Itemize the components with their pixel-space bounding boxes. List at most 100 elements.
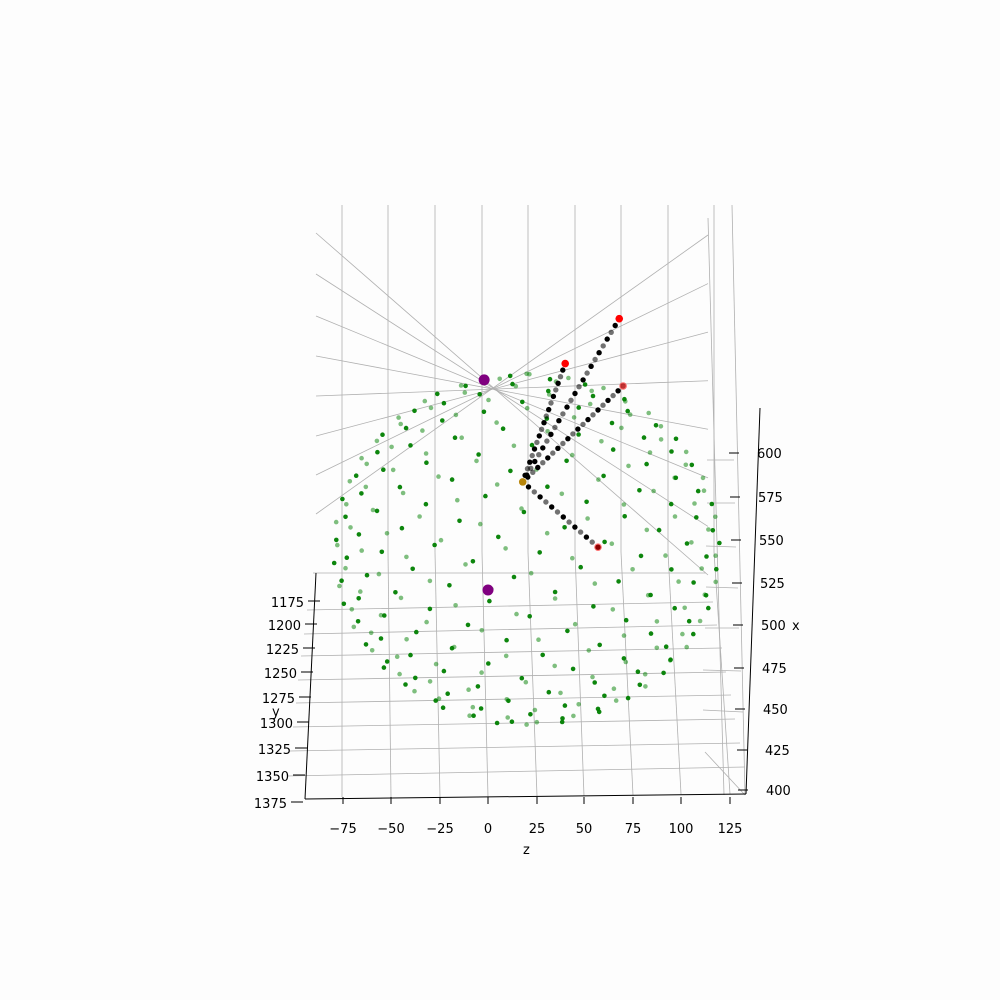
sphere-point [706,527,711,532]
sphere-point [586,648,592,653]
sphere-point [691,580,696,585]
path-point [577,529,584,535]
path-point [549,504,555,510]
z-tick-label: −25 [426,822,453,837]
y-tick-label: 1200 [268,619,301,634]
sphere-point [589,388,594,394]
sphere-point [641,435,647,440]
sphere-point [552,596,558,601]
sphere-point [414,629,419,635]
sphere-point [645,592,651,598]
sphere-point [534,719,540,725]
sphere-point [637,488,642,493]
sphere-point [625,408,630,414]
sphere-point [623,659,629,665]
sphere-point [717,540,722,546]
path-point [612,322,618,329]
sphere-point [540,652,545,658]
sphere-point [397,671,402,677]
sphere-point [545,429,550,434]
sphere-point [621,656,627,661]
sphere-point [686,618,692,624]
sphere-point [521,509,527,515]
sphere-point [449,477,455,482]
sphere-point [537,550,542,555]
path-point [572,524,578,530]
sphere-point [637,682,643,688]
sphere-point [463,383,468,389]
sphere-point [348,525,353,530]
path-point [575,426,581,432]
sphere-point [590,393,596,399]
grid-line [705,545,737,548]
sphere-point [393,590,398,595]
sphere-point [474,458,479,464]
grid-line [527,551,538,797]
x-tick-label: 475 [762,662,787,677]
sphere-point [571,415,577,420]
sphere-point [651,488,656,494]
path-point [605,397,611,404]
path-point [560,514,566,520]
sphere-point [359,491,364,496]
y-axis-label: y [272,705,280,720]
path-point [528,465,534,471]
sphere-point [507,373,513,379]
sphere-point [378,636,384,641]
sphere-point [596,709,602,715]
sphere-point [478,521,483,527]
sphere-point [532,707,538,713]
sphere-point [344,502,349,507]
x-axis-label: x [792,619,800,634]
sphere-point [335,542,340,548]
sphere-point [412,408,417,414]
sphere-point [587,401,593,407]
z-tick-label: 25 [529,822,546,837]
path-point [600,343,606,349]
sphere-point [453,603,458,608]
x-tick-label: 525 [760,577,785,592]
sphere-point [438,537,444,543]
sphere-point [527,371,532,377]
sphere-point [545,484,550,490]
sphere-point [347,479,353,484]
sphere-point [441,668,447,674]
sphere-point [353,473,359,479]
path-point [550,393,557,400]
sphere-point [611,686,617,691]
sphere-point [398,421,404,427]
sphere-point [422,398,428,404]
path-point [583,534,590,540]
sphere-point [381,665,387,670]
sphere-point [520,399,525,405]
path-point [537,494,543,500]
sphere-point [358,589,363,594]
path-point [541,420,547,426]
sphere-point [397,484,403,490]
sphere-point [384,659,390,664]
sphere-point [408,443,413,448]
sphere-point [546,392,552,397]
sphere-point [398,595,404,601]
path-point [556,418,562,424]
path-point [553,387,559,393]
sphere-point [546,388,551,394]
sphere-point [412,688,417,694]
sphere-point [356,532,362,537]
path-point [550,450,556,456]
path-point [548,400,554,406]
y-tick-label: 1350 [256,770,289,785]
sphere-point [663,644,669,649]
sphere-point [509,719,515,724]
path-point [588,363,594,369]
sphere-point [527,614,532,619]
path-point [560,411,566,417]
sphere-point [428,405,434,411]
sphere-point [403,425,409,431]
sphere-point [562,703,568,708]
grid-line [731,204,746,796]
y-tick-label: 1300 [260,717,293,732]
sphere-point [644,461,649,467]
sphere-point [519,506,524,511]
sphere-point [704,554,709,559]
